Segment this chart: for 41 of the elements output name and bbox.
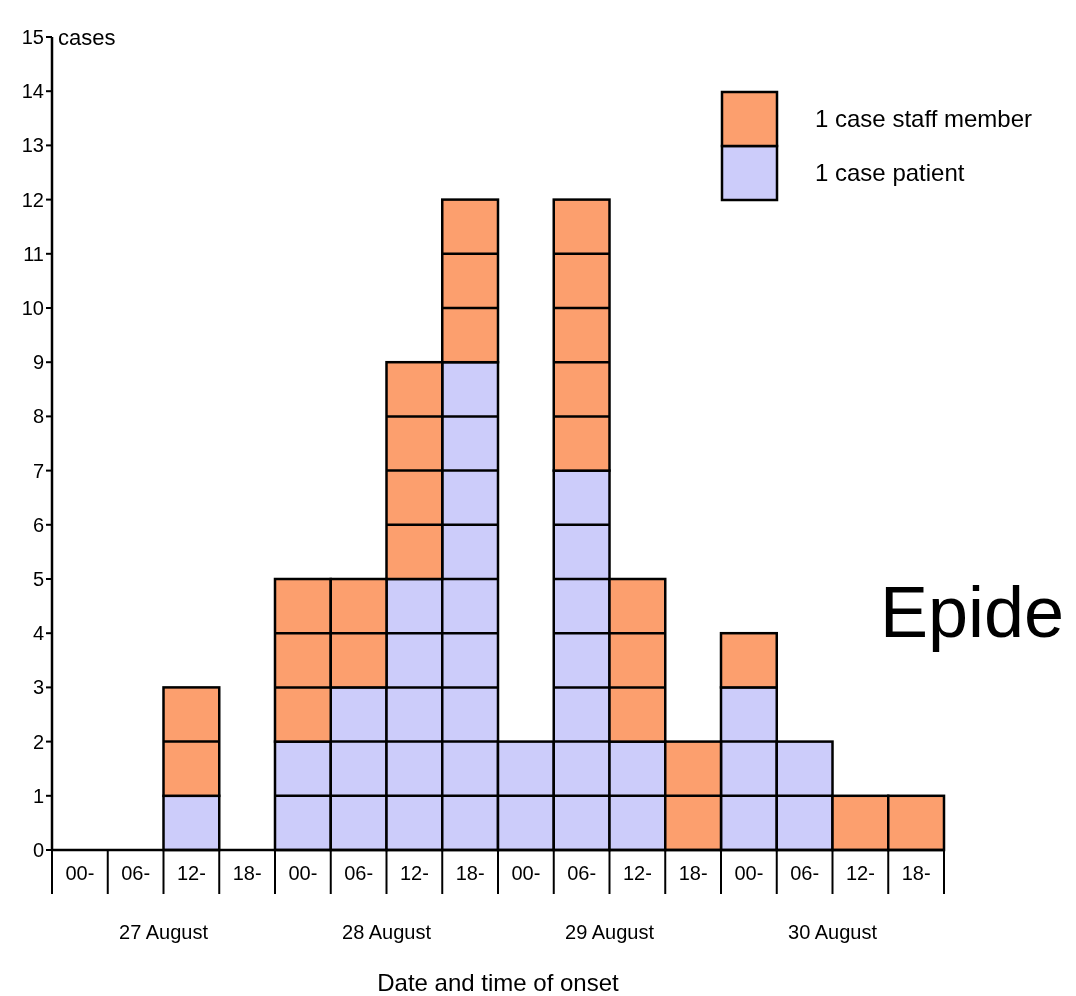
- y-tick-label: 12: [21, 188, 44, 211]
- y-tick-label: 0: [32, 839, 44, 861]
- x-tick-label: 12-: [845, 862, 875, 884]
- y-tick-label: 10: [21, 297, 44, 319]
- x-tick-label: 12-: [622, 862, 652, 884]
- y-tick-label: 6: [32, 513, 44, 536]
- legend-label: 1 case staff member: [815, 105, 1032, 133]
- x-axis-title: Date and time of onset: [377, 969, 620, 996]
- y-tick-label: 4: [32, 622, 44, 645]
- text: 29 August: [565, 921, 655, 943]
- x-tick-label: 06-: [344, 862, 374, 884]
- x-tick-label: 18-: [678, 862, 708, 884]
- x-tick-label: 06-: [790, 862, 820, 884]
- x-tick-label: 00-: [288, 862, 318, 884]
- y-axis-title: cases: [58, 24, 116, 50]
- y-tick-label: 8: [32, 405, 44, 428]
- y-tick-label: 14: [21, 80, 44, 103]
- x-tick-label: 06-: [567, 862, 597, 884]
- text: 30 August: [788, 921, 878, 943]
- y-tick-label: 1: [32, 784, 44, 807]
- text: 28 August: [342, 921, 432, 943]
- x-tick-label: 00-: [511, 862, 541, 884]
- legend-label: 1 case patient: [815, 159, 965, 187]
- x-tick-label: 00-: [65, 862, 95, 884]
- y-tick-label: 3: [32, 676, 44, 699]
- y-tick-label: 2: [32, 730, 44, 753]
- x-tick-label: 12-: [399, 862, 429, 884]
- x-tick-label: 18-: [901, 862, 931, 884]
- x-tick-label: 00-: [734, 862, 764, 884]
- x-tick-label: 18-: [232, 862, 262, 884]
- y-tick-label: 9: [32, 351, 44, 374]
- text: 27 August: [119, 921, 209, 943]
- y-tick-label: 13: [21, 134, 44, 157]
- x-tick-label: 06-: [121, 862, 151, 884]
- x-tick-label: 18-: [455, 862, 485, 884]
- y-tick-label: 15: [21, 26, 44, 48]
- y-tick-label: 5: [32, 568, 44, 590]
- annotation: Epide: [880, 572, 1065, 653]
- x-tick-label: 12-: [176, 862, 206, 884]
- y-tick-label: 11: [23, 242, 44, 265]
- y-tick-label: 7: [32, 459, 44, 482]
